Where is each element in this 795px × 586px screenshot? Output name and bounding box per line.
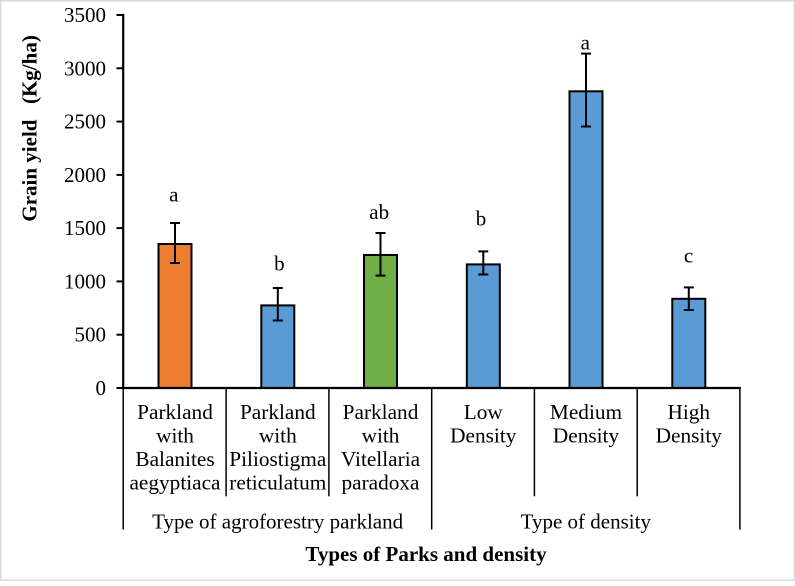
- svg-text:1000: 1000: [64, 269, 106, 293]
- svg-text:1500: 1500: [64, 216, 106, 240]
- svg-text:c: c: [684, 243, 693, 267]
- svg-text:ab: ab: [369, 200, 389, 224]
- svg-text:a: a: [169, 182, 179, 206]
- svg-text:aegyptiaca: aegyptiaca: [129, 471, 221, 495]
- svg-text:paradoxa: paradoxa: [341, 471, 420, 495]
- svg-text:Types of Parks and density: Types of Parks and density: [305, 542, 547, 566]
- svg-text:Parkland: Parkland: [343, 400, 419, 424]
- svg-text:2500: 2500: [64, 110, 106, 134]
- svg-text:Density: Density: [553, 424, 620, 448]
- svg-text:High: High: [667, 400, 710, 424]
- svg-text:Balanites: Balanites: [135, 447, 214, 471]
- svg-text:with: with: [156, 424, 194, 448]
- svg-text:2000: 2000: [64, 163, 106, 187]
- svg-text:Type of density: Type of density: [521, 509, 652, 533]
- svg-text:Density: Density: [450, 424, 517, 448]
- svg-text:Density: Density: [656, 424, 723, 448]
- svg-text:with: with: [362, 424, 400, 448]
- svg-text:3000: 3000: [64, 56, 106, 80]
- svg-text:Piliostigma: Piliostigma: [229, 447, 327, 471]
- svg-text:Type of agroforestry parkland: Type of agroforestry parkland: [152, 509, 404, 533]
- svg-text:with: with: [259, 424, 297, 448]
- svg-text:Parkland: Parkland: [137, 400, 213, 424]
- svg-text:Parkland: Parkland: [240, 400, 316, 424]
- svg-text:Medium: Medium: [550, 400, 623, 424]
- svg-text:Vitellaria: Vitellaria: [341, 447, 421, 471]
- svg-text:3500: 3500: [64, 3, 106, 27]
- svg-text:b: b: [476, 206, 487, 230]
- svg-text:a: a: [581, 30, 591, 54]
- svg-text:0: 0: [96, 376, 107, 400]
- svg-text:reticulatum: reticulatum: [229, 471, 326, 495]
- svg-text:500: 500: [75, 323, 107, 347]
- svg-text:Low: Low: [464, 400, 504, 424]
- svg-text:Grain yield (Kg/ha): Grain yield (Kg/ha): [17, 35, 41, 221]
- svg-text:b: b: [274, 251, 285, 275]
